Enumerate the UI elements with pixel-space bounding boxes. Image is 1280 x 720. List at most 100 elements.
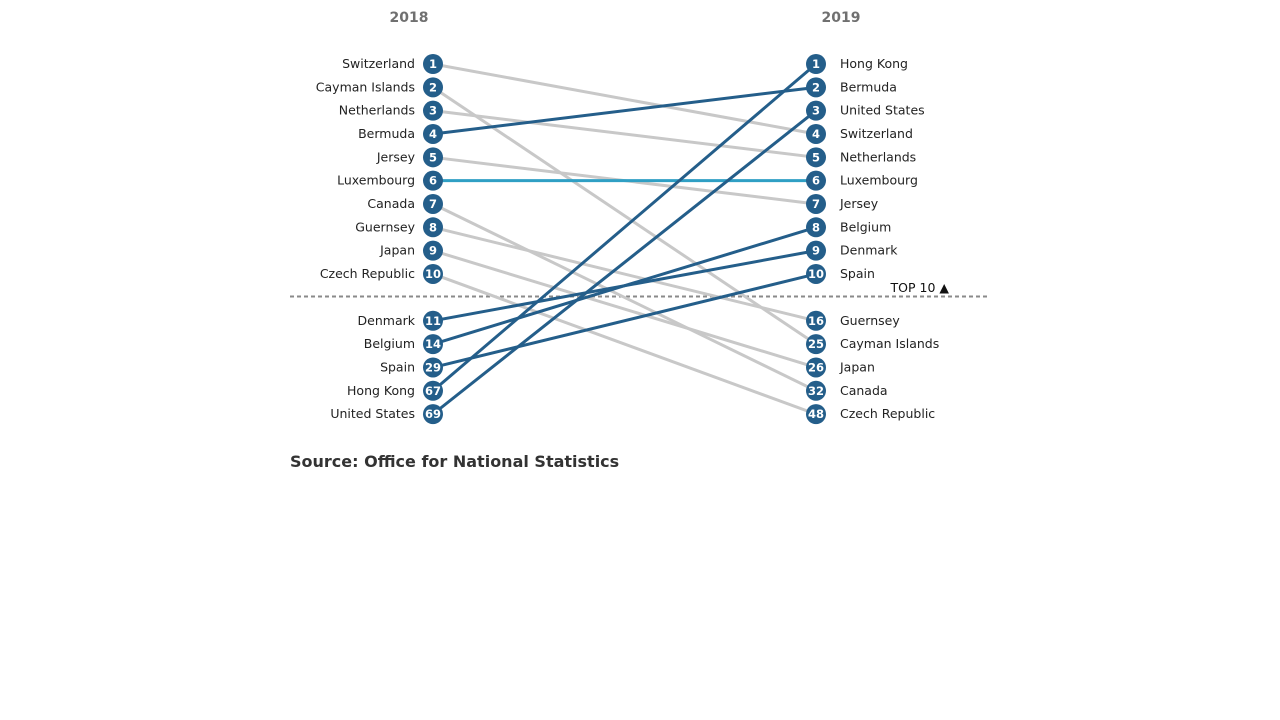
country-label-2018-hong-kong: Hong Kong (347, 383, 415, 398)
rank-number-2018: 2 (429, 80, 437, 94)
rank-number-2018: 4 (429, 127, 437, 141)
rank-badge-2019 (806, 357, 826, 378)
country-label-2018-czech-republic: Czech Republic (320, 266, 415, 281)
rank-number-2018: 6 (429, 174, 437, 188)
slope-line (432, 225, 817, 323)
slope-line (432, 272, 817, 369)
slope-line (432, 249, 817, 369)
rank-badge-2018 (423, 310, 443, 331)
rank-badge-2018 (423, 123, 443, 144)
rank-badge-2018 (423, 357, 443, 378)
rank-number-2018: 10 (425, 267, 441, 281)
country-label-2019-cayman-islands: Cayman Islands (840, 336, 939, 351)
rank-badge-2019 (806, 100, 826, 121)
rank-number-2019: 10 (808, 267, 824, 281)
rank-badge-2018 (423, 263, 443, 284)
country-label-2018-japan: Japan (379, 243, 415, 258)
rank-number-2018: 11 (425, 314, 441, 328)
rank-number-2018: 7 (429, 197, 437, 211)
rank-number-2019: 7 (812, 197, 820, 211)
country-label-2019-netherlands: Netherlands (840, 149, 916, 164)
country-label-2018-luxembourg: Luxembourg (337, 173, 415, 188)
slope-line (432, 85, 817, 136)
rank-number-2018: 67 (425, 384, 441, 398)
slope-line (432, 62, 817, 392)
rank-number-2019: 16 (808, 314, 824, 328)
rank-number-2018: 9 (429, 244, 437, 258)
rank-badge-2018 (423, 193, 443, 214)
rank-number-2019: 4 (812, 127, 820, 141)
country-labels: Switzerland Switzerland Cayman Islands Caym… (316, 56, 939, 421)
rank-number-2019: 2 (812, 80, 820, 94)
source-note: Source: Office for National Statistics (290, 452, 620, 471)
rank-badge-2019 (806, 380, 826, 401)
rank-number-2019: 6 (812, 174, 820, 188)
rank-number-2018: 3 (429, 104, 437, 118)
country-label-2019-canada: Canada (840, 383, 888, 398)
country-label-2019-united-states: United States (840, 103, 925, 118)
rank-number-2019: 8 (812, 220, 820, 234)
country-label-2018-united-states: United States (330, 406, 415, 421)
right-year-label: 2019 (822, 10, 861, 26)
country-label-2019-spain: Spain (840, 266, 875, 281)
rank-number-2019: 9 (812, 244, 820, 258)
country-label-2018-canada: Canada (367, 196, 415, 211)
rank-number-2019: 48 (808, 407, 824, 421)
rank-badge-2018 (423, 334, 443, 355)
top10-label: TOP 10 ▲ (890, 280, 950, 295)
rank-number-2018: 8 (429, 220, 437, 234)
rank-badge-2019 (806, 147, 826, 168)
rank-badge-2018 (423, 54, 443, 74)
rank-badge-2018 (423, 404, 443, 425)
country-label-2018-denmark: Denmark (358, 313, 416, 328)
country-label-2018-jersey: Jersey (376, 149, 416, 164)
rank-badge-2019 (806, 123, 826, 144)
country-label-2019-denmark: Denmark (840, 243, 898, 258)
rank-badge-2019 (806, 170, 826, 191)
rank-badge-2019 (806, 263, 826, 284)
rank-number-2019: 32 (808, 384, 824, 398)
rank-badge-2019 (806, 404, 826, 425)
country-label-2019-hong-kong: Hong Kong (840, 56, 908, 71)
country-label-2019-czech-republic: Czech Republic (840, 406, 935, 421)
country-label-2018-switzerland: Switzerland (342, 56, 415, 71)
rank-badge-2018 (423, 240, 443, 261)
country-label-2019-jersey: Jersey (839, 196, 879, 211)
slope-line (432, 225, 817, 346)
rank-badge-2018 (423, 147, 443, 168)
country-label-2018-netherlands: Netherlands (339, 103, 415, 118)
rank-number-2018: 69 (425, 407, 441, 421)
country-label-2018-belgium: Belgium (364, 336, 415, 351)
country-label-2019-switzerland: Switzerland (840, 126, 913, 141)
country-label-2018-spain: Spain (380, 359, 415, 374)
rank-number-2018: 1 (429, 57, 437, 71)
rank-badge-2018 (423, 100, 443, 121)
country-label-2019-bermuda: Bermuda (840, 79, 897, 94)
country-label-2018-bermuda: Bermuda (358, 126, 415, 141)
rank-badge-2019 (806, 54, 826, 74)
slope-lines (432, 62, 817, 416)
rank-number-2018: 5 (429, 150, 437, 164)
rank-badge-2019 (806, 217, 826, 238)
left-year-label: 2018 (390, 10, 429, 26)
slope-line (432, 62, 817, 136)
slope-line (432, 109, 817, 159)
rank-badge-2019 (806, 310, 826, 331)
rank-number-2018: 29 (425, 360, 441, 374)
slope-line (432, 202, 817, 393)
rank-number-2019: 1 (812, 57, 820, 71)
country-label-2019-luxembourg: Luxembourg (840, 173, 918, 188)
country-label-2018-cayman-islands: Cayman Islands (316, 79, 415, 94)
rank-badge-2019 (806, 240, 826, 261)
rank-number-2018: 14 (425, 337, 441, 351)
rank-number-2019: 25 (808, 337, 824, 351)
country-label-2018-guernsey: Guernsey (355, 219, 415, 234)
rank-badge-2018 (423, 380, 443, 401)
rank-badge-2018 (423, 170, 443, 191)
rank-badge-2019 (806, 193, 826, 214)
slope-line (432, 109, 817, 416)
rank-number-2019: 5 (812, 150, 820, 164)
rank-badge-2019 (806, 334, 826, 355)
